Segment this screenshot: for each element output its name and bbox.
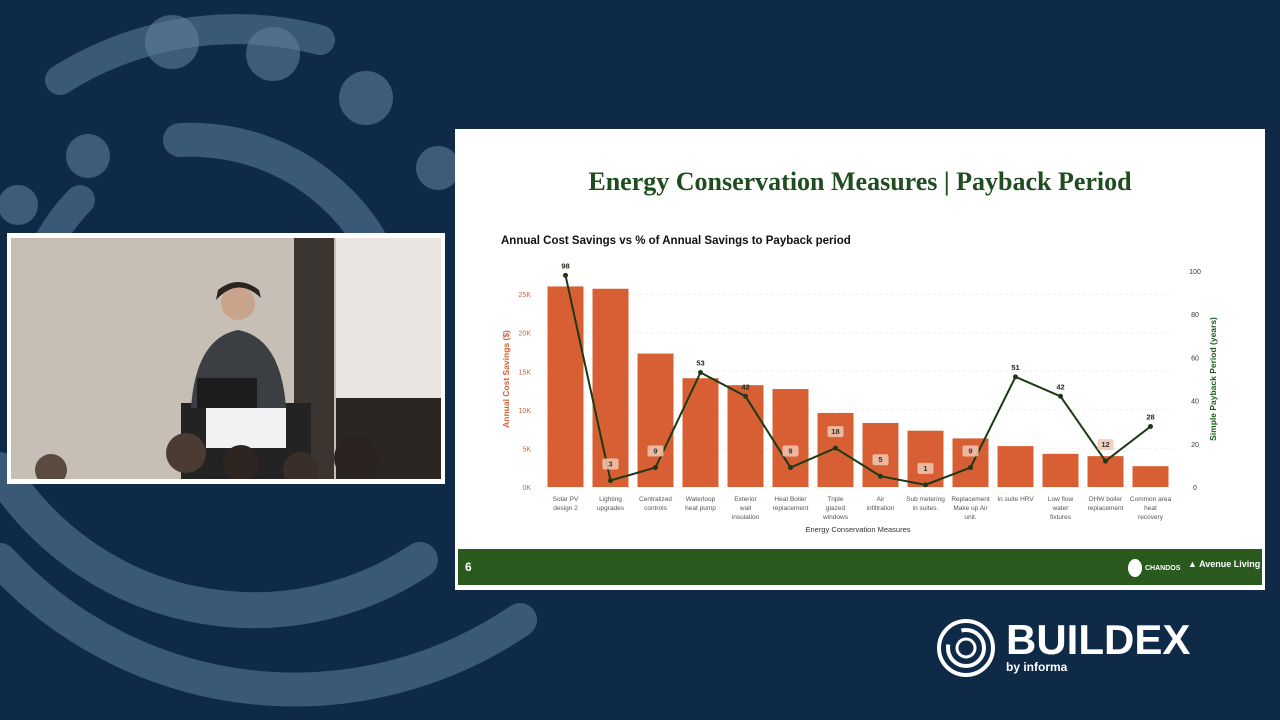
- line-point: [923, 482, 928, 488]
- bar: [727, 385, 764, 487]
- bar: [592, 288, 629, 487]
- x-axis-label: Energy Conservation Measures: [805, 525, 910, 534]
- y2-tick-label: 0: [1193, 485, 1197, 492]
- bar: [547, 286, 584, 487]
- line-data-label-box: [872, 454, 889, 466]
- line-data-label: 5: [878, 455, 882, 464]
- presentation-slide: Energy Conservation Measures | Payback P…: [455, 129, 1265, 590]
- line-point: [878, 473, 883, 479]
- avenue-living-logo-text: Avenue Living: [1199, 559, 1261, 569]
- line-point: [1013, 374, 1018, 380]
- line-point: [743, 393, 748, 399]
- x-tick-label: Replacement Make up Air unit.: [951, 496, 989, 521]
- slide-page-number: 6: [465, 560, 472, 574]
- speaker-video-image: [11, 238, 441, 479]
- x-tick-label: In suite HRV: [997, 496, 1034, 503]
- x-tick-label: Low flow water fixtures: [1048, 496, 1074, 521]
- x-tick-label: DHW boiler replacement: [1088, 496, 1124, 512]
- x-tick-label: Centralized controls: [639, 496, 672, 512]
- chandos-logo-text: CHANDOS: [1145, 564, 1181, 572]
- y2-tick-label: 60: [1191, 355, 1199, 362]
- x-tick-label: Common area heat recovery: [1130, 496, 1172, 521]
- bar: [1042, 453, 1079, 487]
- buildex-logo-icon: [937, 619, 995, 677]
- bar: [907, 430, 944, 487]
- line-point: [1148, 424, 1153, 430]
- x-tick-label: Air infiltration: [867, 496, 895, 512]
- x-tick-label: Triple glazed windows: [822, 496, 849, 521]
- line-point: [1103, 458, 1108, 464]
- line-data-label-box: [827, 426, 844, 438]
- line-data-label: 9: [653, 447, 657, 456]
- chandos-logo-icon: [1128, 559, 1142, 577]
- y2-tick-label: 100: [1189, 269, 1201, 276]
- line-point: [698, 370, 703, 376]
- x-tick-label: Waterloop heat pump: [685, 496, 716, 512]
- x-tick-label: Sub metering in suites.: [906, 496, 945, 512]
- y2-tick-label: 80: [1191, 312, 1199, 319]
- line-data-label: 9: [788, 447, 792, 456]
- y2-axis-label: Simple Payback Period (years): [1208, 317, 1218, 441]
- line-data-label: 42: [741, 382, 749, 391]
- y-tick-label: 0K: [522, 485, 531, 492]
- x-tick-label: Solar PV design 2: [553, 496, 579, 512]
- avenue-living-logo: ▲ Avenue Living: [1188, 559, 1261, 569]
- bar-series: [547, 286, 1169, 487]
- line-data-label-box: [1097, 439, 1114, 451]
- line-data-label: 28: [1146, 413, 1154, 422]
- bar: [682, 378, 719, 487]
- chart-axes: 0K 5K 10K 15K 20K 25K 0 20 40 60 80 100 Annual Cost …: [501, 269, 1218, 534]
- line-data-label: 9: [968, 447, 972, 456]
- line-data-label: 3: [608, 460, 612, 469]
- line-data-label: 51: [1011, 363, 1019, 372]
- bar: [997, 446, 1034, 487]
- y-tick-label: 5K: [522, 446, 531, 453]
- x-tick-label: Lighting upgrades: [597, 496, 625, 512]
- buildex-sub: by informa: [1006, 660, 1068, 674]
- line-data-label-box: [602, 458, 619, 470]
- line-point: [563, 272, 568, 278]
- y-tick-label: 20K: [519, 331, 532, 338]
- y2-tick-label: 20: [1191, 442, 1199, 449]
- line-data-label-box: [647, 445, 664, 457]
- y2-tick-label: 40: [1191, 399, 1199, 406]
- line-point: [608, 478, 613, 484]
- line-data-label: 98: [561, 261, 569, 270]
- y-tick-label: 10K: [519, 408, 532, 415]
- x-tick-label: Heat Boiler replacement: [773, 496, 809, 512]
- line-data-label-box: [917, 462, 934, 474]
- x-tick-label: Exterior wall insulation: [732, 496, 760, 521]
- y-tick-label: 15K: [519, 369, 532, 376]
- chart-title: Annual Cost Savings vs % of Annual Savin…: [501, 235, 851, 247]
- line-data-label: 12: [1101, 440, 1109, 449]
- bar: [1132, 466, 1169, 487]
- line-point: [788, 465, 793, 471]
- line-point: [1058, 393, 1063, 399]
- buildex-brand: BUILDEX by informa: [934, 612, 1234, 682]
- line-data-label: 18: [831, 427, 839, 436]
- line-point: [968, 465, 973, 471]
- slide-title: Energy Conservation Measures | Payback P…: [588, 167, 1132, 196]
- line-data-label-box: [962, 445, 979, 457]
- speaker-video: [7, 233, 445, 484]
- line-point: [653, 465, 658, 471]
- buildex-name: BUILDEX: [1006, 616, 1191, 663]
- slide-footer: 6 CHANDOS ▲ Avenue Living: [458, 549, 1262, 585]
- bar: [772, 389, 809, 487]
- y-axis-label: Annual Cost Savings ($): [501, 330, 511, 428]
- line-point: [833, 445, 838, 451]
- line-data-label: 53: [696, 359, 704, 368]
- y-tick-label: 25K: [519, 292, 532, 299]
- line-data-label-box: [782, 445, 799, 457]
- bar: [637, 353, 674, 487]
- line-data-label: 42: [1056, 382, 1064, 391]
- line-data-label: 1: [923, 464, 927, 473]
- chandos-logo: CHANDOS: [1128, 559, 1180, 577]
